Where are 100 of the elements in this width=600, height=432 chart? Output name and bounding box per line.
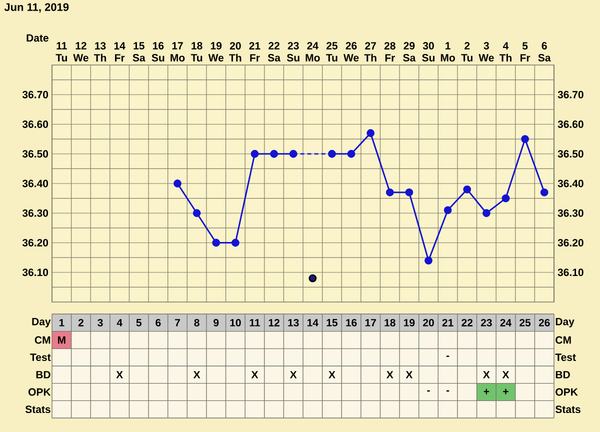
y-tick-label: 36.10 [22,268,48,276]
point [250,150,259,158]
x-tick-label: 18 [384,318,396,326]
x-tick-label: 14 Fr [114,42,126,62]
x-tick-label: 30 Su [422,42,435,62]
y-tick-label: Stats [556,406,580,414]
point [270,150,278,158]
x-tick-label: 26 [538,318,550,326]
x-tick-label: 5 Fr [520,42,530,62]
x-tick-label: 17 [365,319,376,326]
point [386,188,394,196]
x-tick-label: 15 [326,319,338,326]
x-tick-label: 2 Tu [461,42,472,62]
point [521,135,529,144]
x-tick-label: 11 [250,319,260,326]
y-tick-label: 36.50 [22,150,48,158]
x-tick-label: 28 Fr [384,42,396,62]
x-tick-label: 21 [442,319,454,326]
text: X [406,371,413,378]
x-tick-label: 19 [404,318,415,326]
x-tick-label: 26 We [344,42,359,62]
text: X [193,371,200,378]
point [444,206,452,214]
x-tick-label: 1 Mo [440,42,455,62]
x-tick-label: 3 We [478,42,494,62]
x-tick-label: 20 [423,318,434,326]
y-tick-label: 36.30 [22,209,48,217]
text: X [502,371,510,378]
x-tick-label: 5 [136,319,142,326]
x-axis-title: Date [26,34,48,42]
point [482,209,490,218]
x-tick-label: 7 [175,319,180,326]
point [502,194,510,202]
text: - [446,390,450,392]
x-tick-label: 17 Mo [170,42,185,62]
y-tick-label: Test [555,354,576,362]
x-tick-label: 19 We [208,42,224,62]
point [231,238,240,247]
x-tick-label: 8 [194,318,200,326]
point [192,209,201,218]
text: X [290,371,297,378]
text: M [58,336,66,344]
x-tick-label: 25 [520,318,531,326]
point [328,150,336,158]
x-tick-label: 16 Su [152,42,164,62]
text: - [446,356,450,357]
chart-title: Jun 11, 2019 [4,3,69,13]
x-tick-label: 14 [307,319,318,326]
x-tick-label: 3 [98,318,103,326]
x-tick-label: 22 [462,319,473,326]
point [540,188,548,196]
point [405,188,414,196]
x-tick-label: 13 Th [94,42,106,62]
y-tick-label: CM [556,336,571,344]
y-tick-label: BD [556,371,570,378]
x-tick-label: 4 Th [499,42,512,62]
x-tick-label: 23 [480,318,492,326]
point [289,150,298,158]
x-tick-label: 21 Fr [249,42,260,62]
x-axis-title: Day [32,318,51,328]
x-tick-label: 22 Sa [268,42,281,62]
x-tick-label: 9 [214,318,219,326]
x-tick-label: 13 [288,318,299,326]
text: Day [556,318,574,328]
x-tick-label: 18 Tu [190,42,202,62]
x-tick-label: 25 Tu [326,42,338,62]
text: X [386,371,394,378]
x-tick-label: 20 Th [229,42,242,62]
text: + [503,388,508,394]
y-tick-label: 36.20 [22,239,48,246]
x-tick-label: 24 [500,319,512,326]
text: X [251,371,258,378]
y-tick-label: 36.60 [22,120,48,128]
y-tick-label: 36.70 [22,90,48,98]
x-tick-label: 15 Sa [132,42,146,62]
x-tick-label: 27 Th [364,42,376,62]
x-tick-label: 24 Mo [306,42,320,62]
x-tick-label: 4 [116,319,122,326]
x-tick-label: 12 [268,319,280,326]
text: X [483,371,490,378]
text: - [427,390,430,392]
text: X [328,371,336,378]
point [308,274,317,282]
y-tick-label: OPK [556,388,578,396]
point [424,256,432,264]
x-tick-label: 6 Sa [538,42,551,62]
x-tick-label: 16 [346,318,357,326]
x-tick-label: 29 Sa [403,42,416,62]
x-tick-label: 10 [230,318,241,326]
text: X [116,371,123,378]
x-tick-label: 2 [78,319,84,326]
x-tick-label: 11 Tu [56,42,67,62]
point [463,185,472,194]
x-tick-label: 1 [59,319,64,326]
point [347,150,356,158]
point [366,129,375,138]
x-tick-label: 12 We [73,42,88,62]
point [212,238,220,247]
x-tick-label: 6 [156,318,161,326]
y-tick-label: 36.40 [22,180,48,188]
